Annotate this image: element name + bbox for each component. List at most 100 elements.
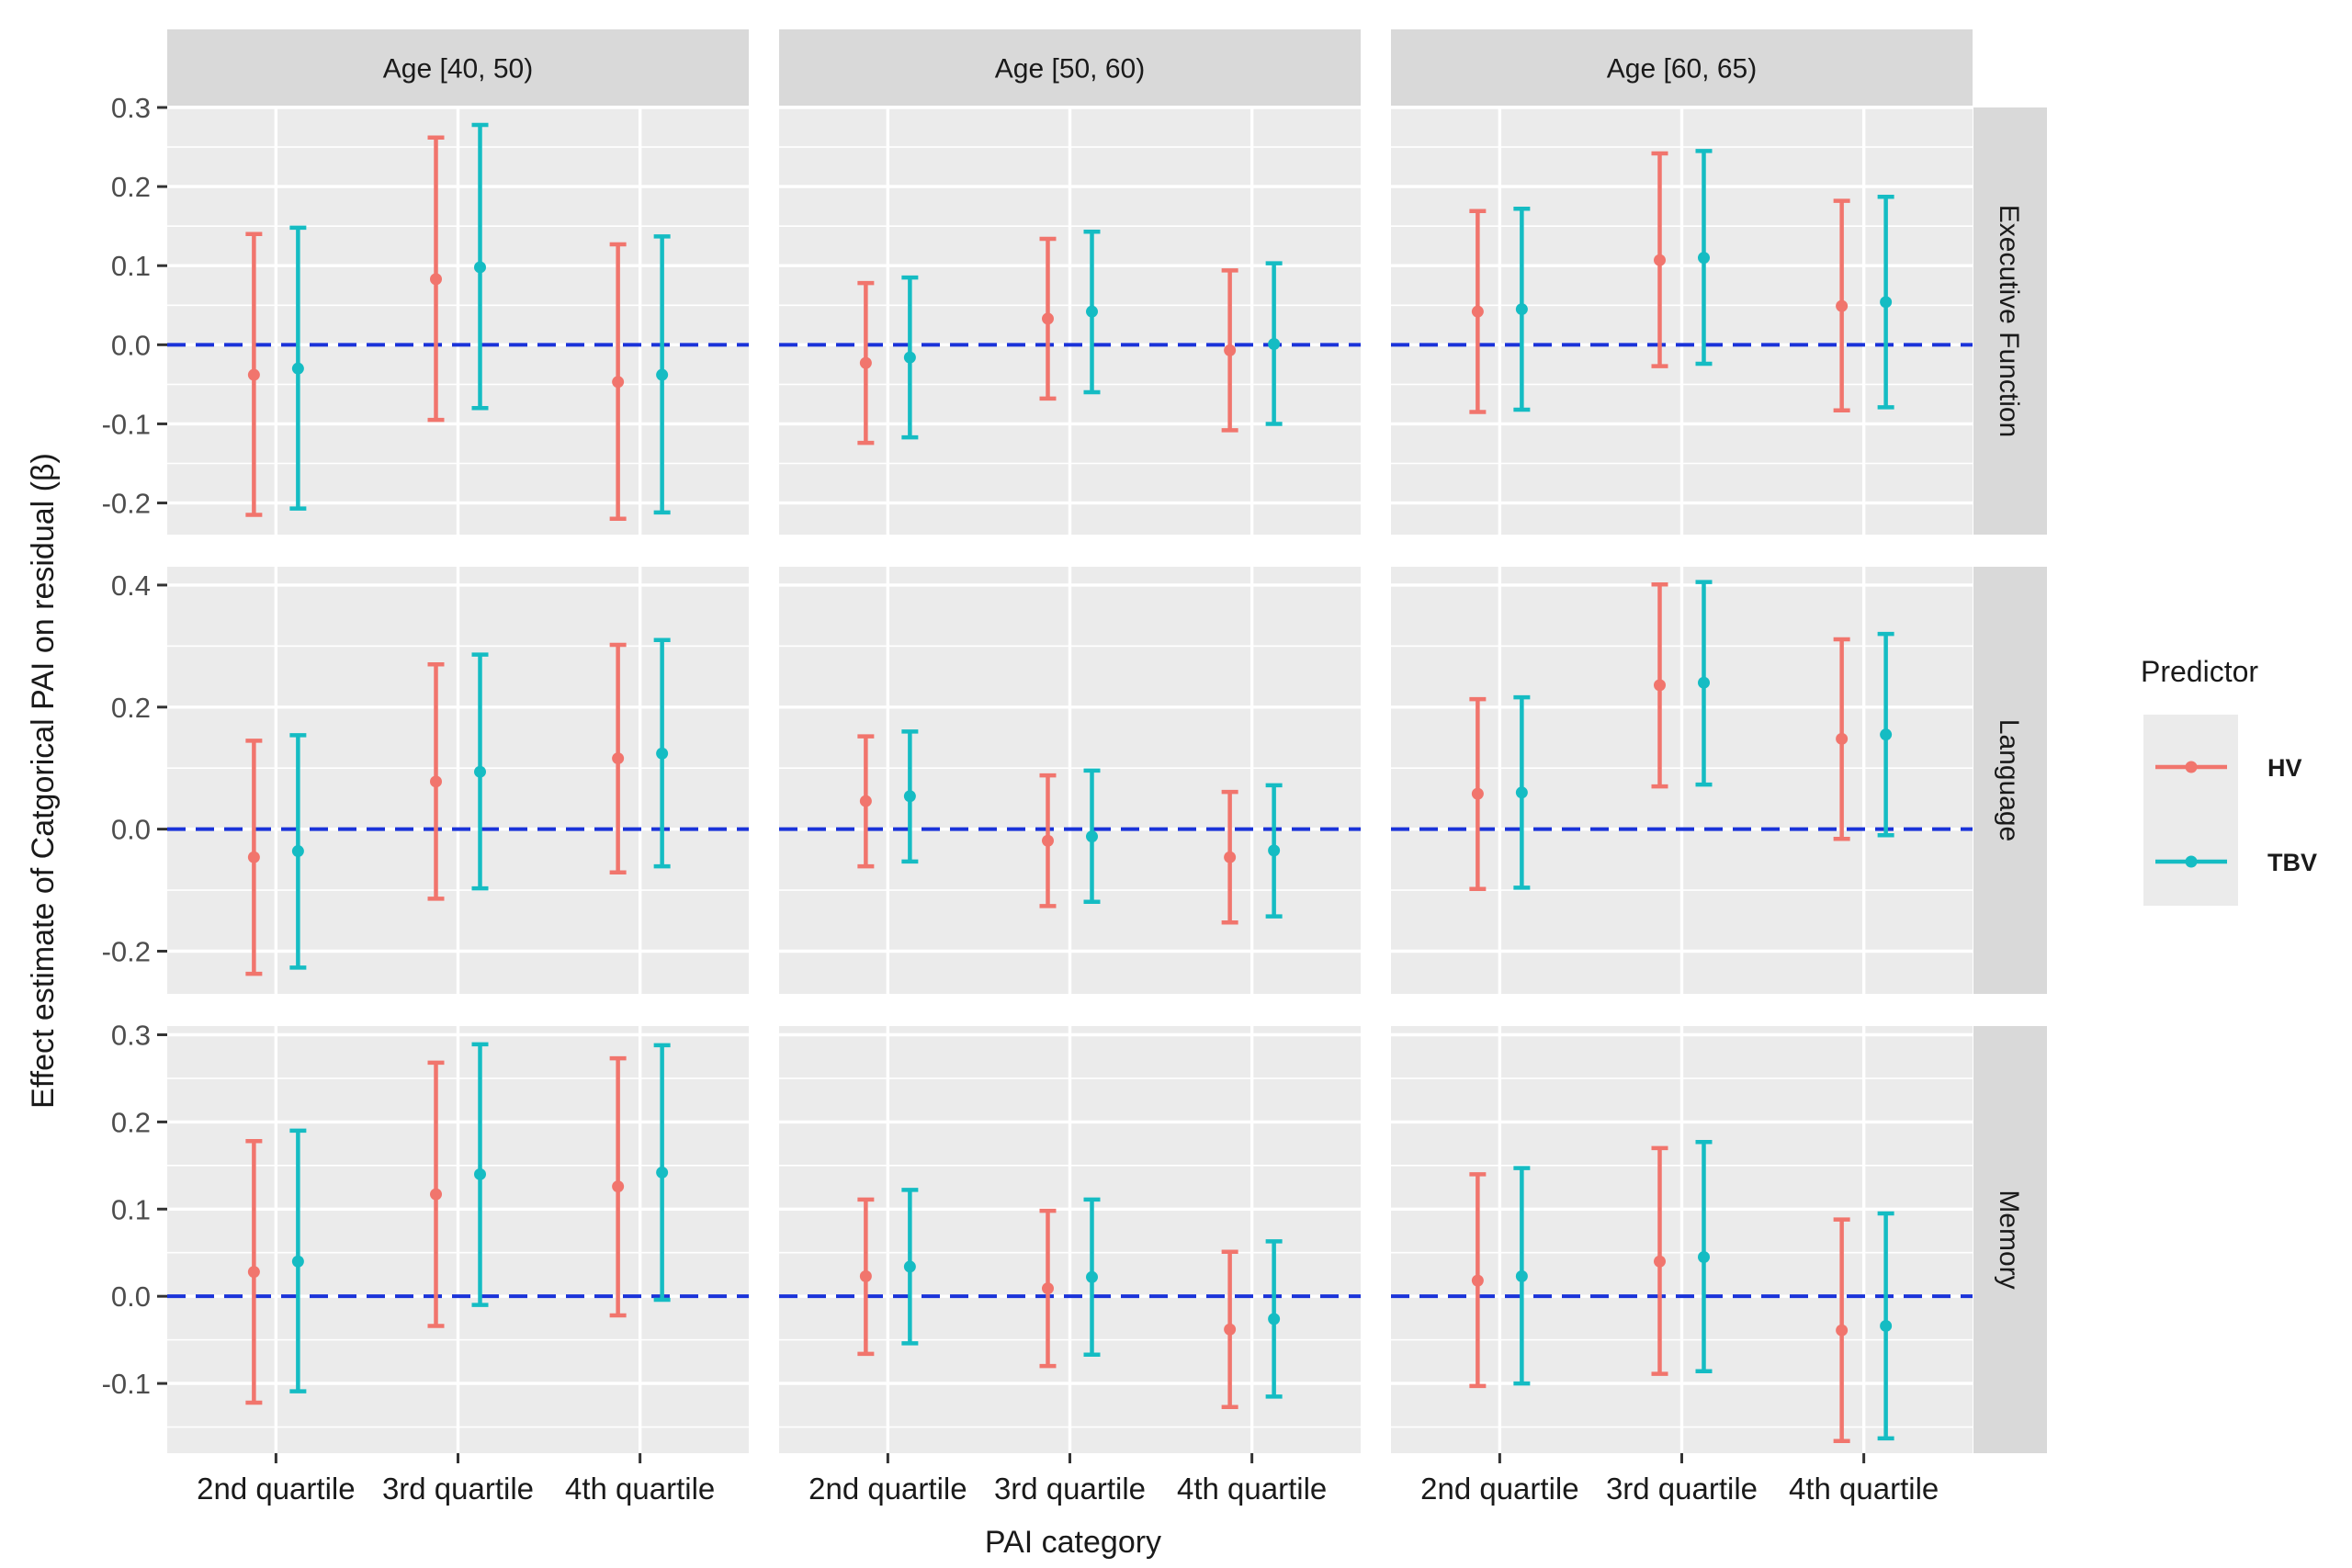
y-tick-label: -0.2 (102, 488, 151, 520)
panel (1391, 106, 1973, 535)
column-strip-label: Age [50, 60) (995, 54, 1145, 85)
estimate-point (903, 351, 916, 364)
legend-title: Predictor (2141, 655, 2258, 688)
estimate-point (291, 845, 304, 858)
column-strip (779, 29, 1361, 106)
estimate-point (247, 1266, 260, 1279)
legend-label: TBV (2267, 849, 2317, 876)
estimate-point (1880, 1319, 1893, 1332)
x-tick-label: 4th quartile (1789, 1472, 1939, 1506)
row-strips: Executive Function Language Memory (1973, 107, 2047, 1453)
estimate-point (1698, 676, 1710, 689)
x-axes: 2nd quartile 3rd quartile 4th quartile 2nd … (197, 1453, 1939, 1506)
y-tick-label: 0.2 (111, 171, 151, 203)
estimate-point (612, 376, 625, 389)
estimate-point (291, 1255, 304, 1268)
estimate-point (1698, 252, 1710, 265)
estimate-point (1471, 787, 1484, 800)
legend-keys-background (2143, 715, 2238, 906)
x-tick-label: 2nd quartile (808, 1472, 967, 1506)
estimate-point (247, 368, 260, 381)
x-tick-label: 3rd quartile (1606, 1472, 1758, 1506)
column-strips: Age [40, 50) Age [50, 60) Age [60, 65) (167, 29, 1973, 106)
estimate-point (1654, 679, 1666, 692)
estimate-point (612, 752, 625, 765)
panel (779, 567, 1361, 994)
estimate-point (1224, 851, 1237, 863)
estimate-point (474, 261, 486, 274)
estimate-point (474, 765, 486, 778)
estimate-point (1880, 728, 1893, 741)
estimate-point (291, 362, 304, 375)
estimate-point (859, 356, 872, 369)
estimate-point (474, 1168, 486, 1180)
row-strip (1973, 567, 2047, 994)
estimate-point (1654, 254, 1666, 266)
panels (167, 106, 1973, 1453)
y-tick-label: -0.1 (102, 408, 151, 440)
estimate-point (1654, 1255, 1666, 1268)
estimate-point (1086, 830, 1098, 843)
estimate-point (1471, 1274, 1484, 1287)
estimate-point (1836, 1324, 1849, 1337)
y-axis-title: Effect estimate of Catgorical PAI on res… (26, 453, 61, 1109)
x-axis-title: PAI category (985, 1525, 1161, 1560)
estimate-point (656, 368, 669, 381)
estimate-point (859, 1269, 872, 1282)
y-tick-label: 0.3 (111, 92, 151, 124)
estimate-point (1224, 344, 1237, 356)
x-tick-label: 4th quartile (1177, 1472, 1327, 1506)
legend-label: HV (2267, 754, 2302, 782)
estimate-point (1471, 305, 1484, 318)
y-tick-label: -0.1 (102, 1368, 151, 1400)
y-axes: -0.2 -0.1 0.0 0.1 0.2 0.3 -0.2 0.0 0.2 0.4 -0.1 0.0… (102, 92, 167, 1400)
estimate-point (1224, 1323, 1237, 1336)
y-tick-label: 0.0 (111, 329, 151, 361)
estimate-point (247, 851, 260, 863)
y-tick-label: 0.3 (111, 1019, 151, 1051)
column-strip-label: Age [40, 50) (383, 54, 533, 85)
estimate-point (1086, 1270, 1098, 1283)
estimate-point (1515, 786, 1528, 799)
estimate-point (1515, 303, 1528, 316)
row-strip-label: Executive Function (1994, 205, 2024, 437)
x-tick-label: 2nd quartile (1420, 1472, 1578, 1506)
x-tick-label: 4th quartile (565, 1472, 715, 1506)
row-strip-label: Language (1994, 719, 2024, 841)
row-strip (1973, 1026, 2047, 1453)
estimate-point (1698, 1250, 1710, 1263)
estimate-point (1042, 834, 1054, 847)
estimate-point (903, 1260, 916, 1273)
estimate-point (1086, 305, 1098, 318)
panel (779, 1026, 1361, 1453)
estimate-point (859, 795, 872, 807)
legend-key-point (2185, 761, 2198, 773)
column-strip-label: Age [60, 65) (1607, 54, 1757, 85)
y-tick-label: -0.2 (102, 936, 151, 968)
y-tick-label: 0.0 (111, 1280, 151, 1313)
y-tick-label: 0.4 (111, 570, 151, 602)
estimate-point (1042, 1282, 1054, 1295)
estimate-point (430, 273, 442, 286)
panel (167, 1026, 749, 1453)
estimate-point (1880, 296, 1893, 309)
panel (167, 106, 749, 535)
row-strip-label: Memory (1994, 1190, 2024, 1289)
y-tick-label: 0.2 (111, 1106, 151, 1138)
estimate-point (430, 1188, 442, 1201)
estimate-point (656, 747, 669, 760)
panel (167, 567, 749, 994)
y-tick-label: 0.2 (111, 692, 151, 724)
x-tick-label: 3rd quartile (382, 1472, 534, 1506)
y-tick-label: 0.0 (111, 814, 151, 846)
estimate-point (1268, 337, 1281, 350)
estimate-point (1836, 299, 1849, 312)
estimate-point (430, 775, 442, 788)
y-tick-label: 0.1 (111, 1193, 151, 1225)
estimate-point (1836, 732, 1849, 745)
legend-key-point (2185, 855, 2198, 868)
estimate-point (1042, 312, 1054, 325)
panel (1391, 1026, 1973, 1453)
estimate-point (1268, 844, 1281, 857)
